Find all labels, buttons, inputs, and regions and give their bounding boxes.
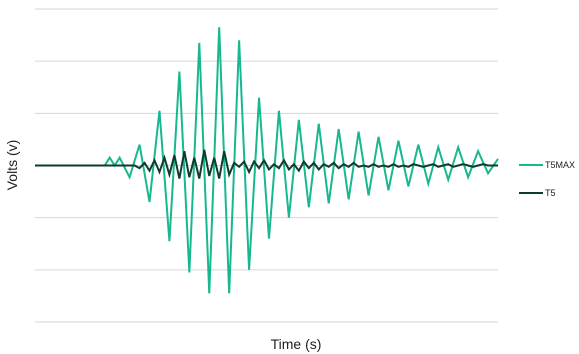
series-line-t5max [35,27,499,294]
y-axis-label: Volts (v) [4,140,20,191]
legend-item-t5: T5 [519,188,556,198]
legend-item-t5max: T5MAX [519,160,575,170]
series-line-t5 [35,149,498,179]
series-layer [35,27,499,294]
legend: T5MAX T5 [519,160,575,198]
legend-label: T5 [545,188,556,198]
legend-label: T5MAX [545,160,575,170]
x-axis-label: Time (s) [271,336,322,352]
